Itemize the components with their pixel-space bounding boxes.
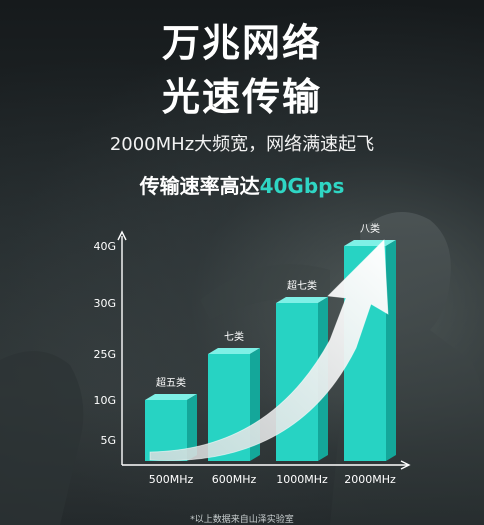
y-axis-arrowhead bbox=[117, 230, 127, 241]
y-tick-label: 25G bbox=[93, 348, 116, 361]
bar-top bbox=[276, 297, 328, 303]
bar-top bbox=[145, 394, 197, 400]
transfer-rate-line: 传输速率高达40Gbps bbox=[0, 170, 484, 199]
y-tick-label: 5G bbox=[100, 434, 116, 447]
x-tick-label: 1000MHz bbox=[276, 473, 328, 486]
bar-category-label: 八类 bbox=[360, 222, 380, 235]
x-tick-label: 500MHz bbox=[149, 473, 194, 486]
y-tick-label: 40G bbox=[93, 240, 116, 253]
transfer-rate-value: 40Gbps bbox=[259, 174, 345, 198]
x-tick-label: 600MHz bbox=[212, 473, 257, 486]
headline-line-1: 万兆网络 bbox=[161, 21, 322, 65]
growth-arrow bbox=[149, 239, 389, 461]
bar-side bbox=[187, 394, 197, 461]
y-tick-label: 30G bbox=[93, 297, 116, 310]
bar-top bbox=[208, 348, 260, 354]
x-axis-arrowhead bbox=[400, 460, 411, 470]
transfer-rate-label: 传输速率高达 bbox=[139, 174, 260, 198]
y-tick-label: 10G bbox=[93, 394, 116, 407]
bar-side bbox=[386, 240, 396, 461]
bar-category-label: 超七类 bbox=[287, 279, 317, 292]
headline-line-2: 光速传输 bbox=[161, 75, 322, 119]
subheadline: 2000MHz大频宽，网络满速起飞 bbox=[109, 134, 375, 155]
bar-category-label: 超五类 bbox=[156, 376, 186, 389]
footnote: *以上数据来自山泽实验室 bbox=[190, 515, 294, 525]
bar-category-label: 七类 bbox=[224, 330, 244, 343]
x-tick-label: 2000MHz bbox=[344, 473, 396, 486]
